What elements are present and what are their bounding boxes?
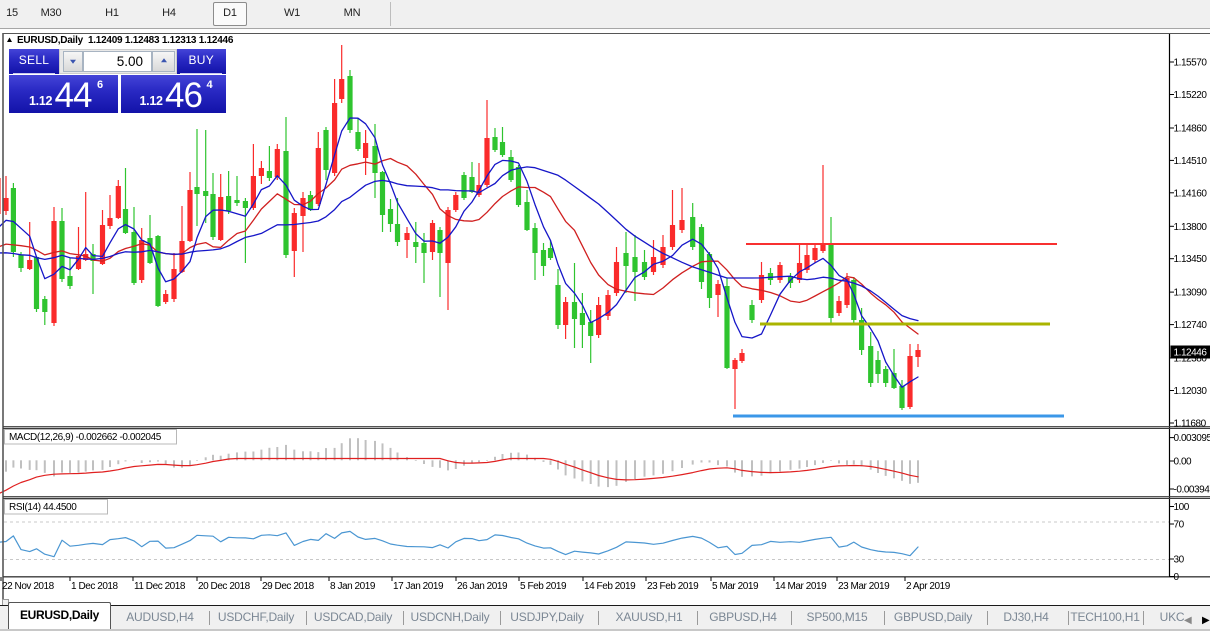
svg-text:1.12740: 1.12740 (1174, 320, 1208, 331)
svg-text:1 Dec 2018: 1 Dec 2018 (71, 581, 119, 592)
svg-text:1.12030: 1.12030 (1174, 386, 1208, 397)
svg-text:23 Feb 2019: 23 Feb 2019 (647, 581, 699, 592)
svg-text:5 Feb 2019: 5 Feb 2019 (520, 581, 567, 592)
svg-text:22 Nov 2018: 22 Nov 2018 (2, 581, 55, 592)
svg-text:1.14510: 1.14510 (1174, 156, 1208, 167)
svg-text:1.13090: 1.13090 (1174, 288, 1208, 299)
svg-text:1.14860: 1.14860 (1174, 124, 1208, 135)
svg-text:30: 30 (1174, 555, 1185, 566)
svg-text:0.00: 0.00 (1174, 457, 1193, 468)
svg-text:1.12380: 1.12380 (1174, 354, 1208, 365)
svg-text:5 Mar 2019: 5 Mar 2019 (712, 581, 759, 592)
svg-text:29 Dec 2018: 29 Dec 2018 (262, 581, 315, 592)
svg-text:1.13800: 1.13800 (1174, 222, 1208, 233)
svg-text:1.15220: 1.15220 (1174, 90, 1208, 101)
svg-text:2 Apr 2019: 2 Apr 2019 (906, 581, 951, 592)
svg-text:MACD(12,26,9) -0.002662 -0.002: MACD(12,26,9) -0.002662 -0.002045 (9, 432, 162, 443)
svg-text:14 Mar 2019: 14 Mar 2019 (775, 581, 827, 592)
svg-text:EURUSD,Daily 1.12409 1.12483: EURUSD,Daily 1.12409 1.12483 1.12313 1.1… (17, 35, 234, 46)
svg-text:0: 0 (1174, 572, 1180, 583)
svg-text:0.003095: 0.003095 (1174, 433, 1210, 444)
svg-text:100: 100 (1174, 502, 1190, 513)
svg-text:11 Dec 2018: 11 Dec 2018 (134, 581, 186, 592)
svg-text:1.15570: 1.15570 (1174, 58, 1208, 69)
svg-text:1.12446: 1.12446 (1174, 348, 1208, 359)
svg-text:23 Mar 2019: 23 Mar 2019 (838, 581, 890, 592)
svg-text:20 Dec 2018: 20 Dec 2018 (198, 581, 251, 592)
svg-text:-0.003947: -0.003947 (1174, 485, 1210, 496)
svg-text:26 Jan 2019: 26 Jan 2019 (457, 581, 508, 592)
svg-text:1.13450: 1.13450 (1174, 254, 1208, 265)
svg-text:70: 70 (1174, 520, 1185, 531)
svg-text:1.14160: 1.14160 (1174, 188, 1208, 199)
svg-text:8 Jan 2019: 8 Jan 2019 (330, 581, 376, 592)
svg-text:17 Jan 2019: 17 Jan 2019 (393, 581, 444, 592)
svg-text:14 Feb 2019: 14 Feb 2019 (584, 581, 636, 592)
svg-text:RSI(14) 44.4500: RSI(14) 44.4500 (9, 502, 77, 513)
svg-text:1.11680: 1.11680 (1174, 419, 1207, 430)
